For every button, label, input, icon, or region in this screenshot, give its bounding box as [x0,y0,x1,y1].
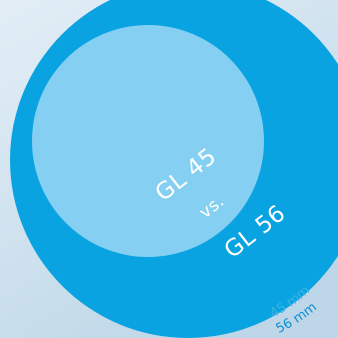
small-circle-gl45 [32,25,264,257]
